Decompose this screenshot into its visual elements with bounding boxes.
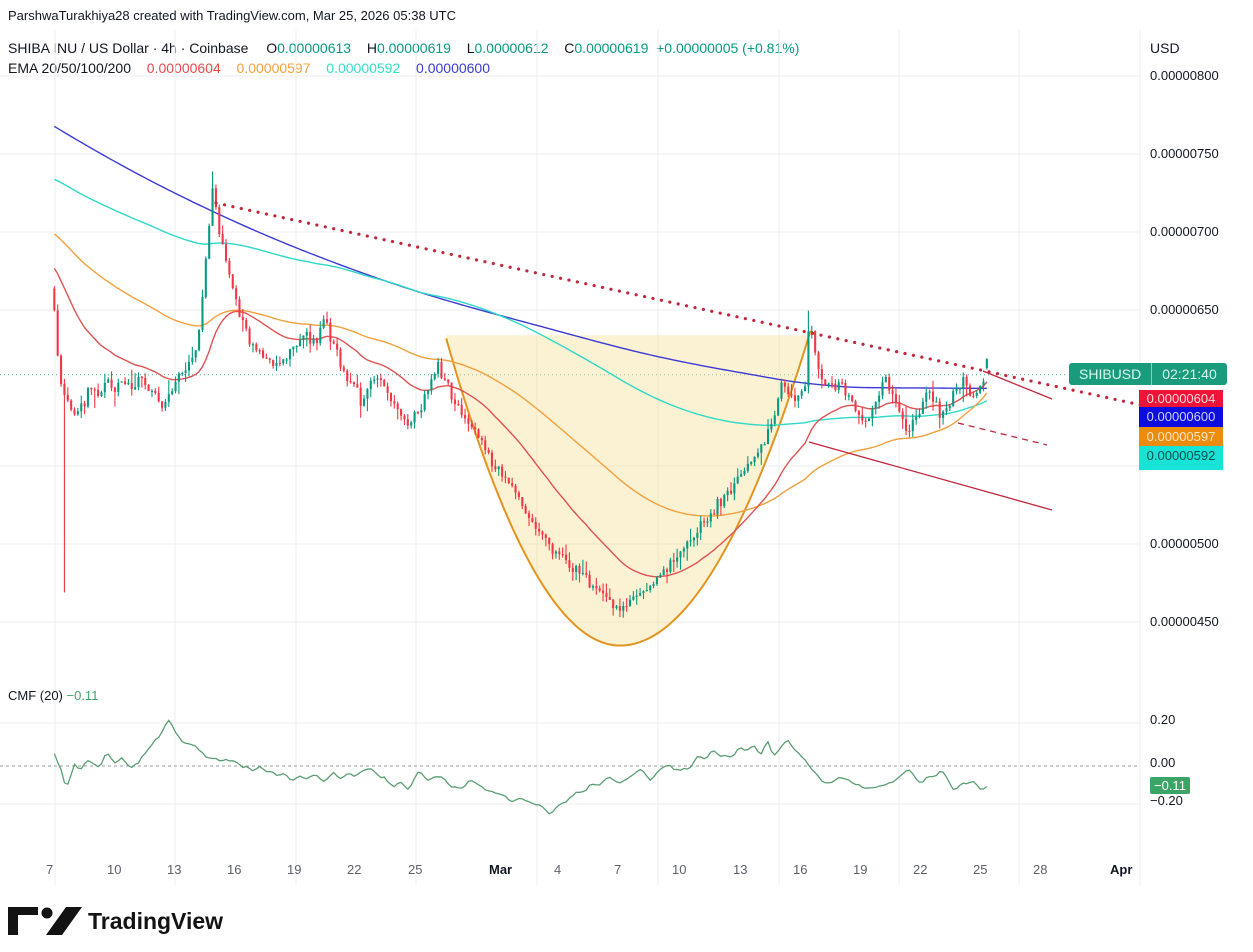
svg-text:TradingView: TradingView bbox=[88, 908, 223, 934]
